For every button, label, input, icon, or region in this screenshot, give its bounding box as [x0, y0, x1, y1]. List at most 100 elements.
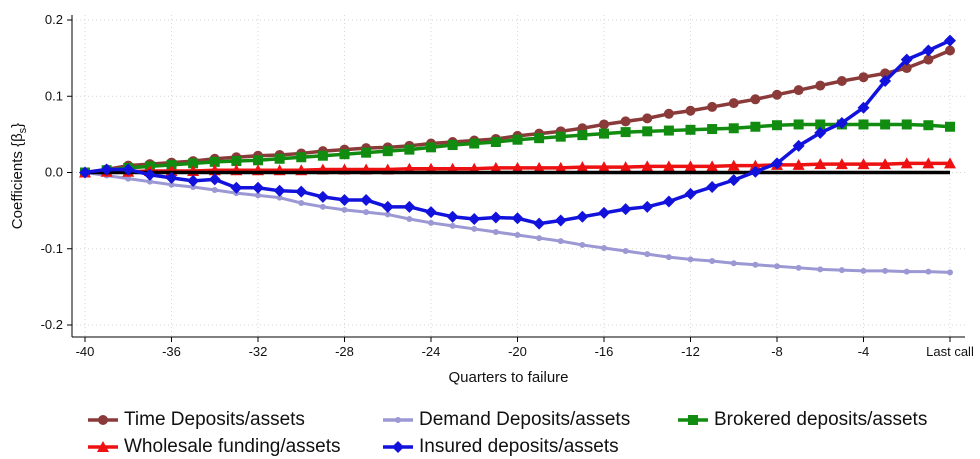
data-point	[298, 200, 305, 206]
data-point	[882, 267, 889, 274]
data-point	[641, 160, 654, 172]
data-point	[489, 161, 502, 173]
data-point	[425, 206, 437, 219]
legend: Time Deposits/assets Demand Deposits/asse…	[0, 404, 980, 459]
data-point	[231, 156, 242, 167]
y-tick-label: -0.2	[41, 317, 63, 332]
data-point	[492, 228, 499, 235]
data-point	[687, 256, 694, 263]
y-tick-label: -0.1	[41, 241, 63, 256]
x-tick-label: -32	[249, 344, 268, 359]
data-point	[187, 174, 200, 187]
data-point	[923, 54, 934, 65]
data-point	[598, 206, 610, 219]
line-chart: -0.2 -0.1 0.0 0.1 0.2 -40 -36 -32 -28 -24 -20 -16 -1…	[9, 12, 974, 386]
data-point	[684, 160, 697, 172]
data-point	[817, 266, 824, 273]
data-point	[534, 133, 545, 144]
data-point	[642, 126, 653, 137]
data-point	[665, 254, 672, 261]
data-point	[707, 124, 718, 135]
data-point	[601, 244, 607, 251]
data-point	[944, 34, 956, 47]
data-point	[579, 241, 586, 248]
data-point	[208, 173, 221, 186]
data-point	[706, 160, 719, 172]
data-point	[750, 121, 761, 132]
data-point	[404, 144, 415, 155]
data-point	[662, 160, 675, 172]
data-point	[188, 158, 199, 169]
data-point	[879, 158, 892, 170]
data-point	[599, 128, 609, 139]
x-tick-label: -24	[422, 344, 441, 359]
data-point	[750, 94, 761, 105]
data-point	[815, 80, 826, 91]
data-point	[489, 211, 502, 224]
data-point	[428, 219, 434, 226]
data-point	[190, 183, 197, 190]
data-point	[273, 184, 286, 197]
data-point	[143, 168, 156, 181]
data-point	[274, 153, 285, 164]
data-point	[880, 119, 891, 130]
data-point	[858, 119, 869, 130]
data-point	[619, 203, 632, 216]
data-point	[426, 142, 436, 153]
data-point	[319, 203, 326, 210]
data-point	[815, 119, 826, 130]
data-point	[860, 267, 867, 274]
data-point	[100, 163, 113, 176]
legend-item: Time Deposits/assets	[88, 408, 305, 432]
data-point	[880, 68, 891, 79]
data-point	[576, 161, 589, 173]
x-tick-label: -20	[508, 344, 527, 359]
data-point	[598, 161, 610, 173]
data-point	[771, 157, 783, 170]
legend-label: Time Deposits/assets	[124, 409, 305, 430]
data-point	[514, 232, 521, 239]
y-tick-label: 0.0	[45, 165, 63, 180]
x-tick-label: -28	[335, 344, 354, 359]
legend-label: Demand Deposits/assets	[419, 409, 631, 430]
data-point	[533, 217, 546, 230]
data-point	[792, 158, 805, 170]
data-point	[253, 155, 263, 166]
data-point	[707, 101, 718, 112]
data-point	[944, 157, 956, 169]
data-point	[663, 108, 674, 119]
data-point	[555, 131, 566, 142]
x-tick-label: -12	[681, 344, 700, 359]
legend-swatch-marker	[395, 417, 401, 423]
x-tick-label: -8	[771, 344, 783, 359]
x-axis-title: Quarters to failure	[448, 369, 568, 386]
data-point	[230, 181, 243, 194]
data-point	[338, 193, 351, 206]
data-point	[490, 137, 501, 147]
data-point	[146, 178, 153, 185]
data-point	[469, 138, 480, 149]
data-point	[619, 161, 632, 173]
legend-label: Wholesale funding/assets	[124, 436, 341, 457]
data-point	[339, 149, 350, 160]
data-point	[728, 98, 739, 109]
y-tick-label: 0.2	[45, 12, 63, 27]
data-point	[363, 209, 370, 216]
data-point	[384, 211, 391, 218]
data-point	[922, 157, 935, 169]
legend-swatch-marker	[97, 441, 109, 452]
data-point	[557, 238, 564, 245]
legend-label: Brokered deposits/assets	[714, 409, 928, 430]
data-point	[168, 181, 175, 188]
legend-item: Demand Deposits/assets	[383, 408, 630, 432]
legend-item: Insured deposits/assets	[383, 435, 619, 459]
data-point	[879, 75, 892, 87]
data-point	[835, 158, 848, 170]
data-point	[749, 165, 762, 178]
data-point	[577, 130, 588, 141]
data-point	[295, 185, 308, 198]
data-point	[774, 263, 780, 270]
data-point	[684, 187, 697, 200]
data-point	[79, 166, 91, 179]
